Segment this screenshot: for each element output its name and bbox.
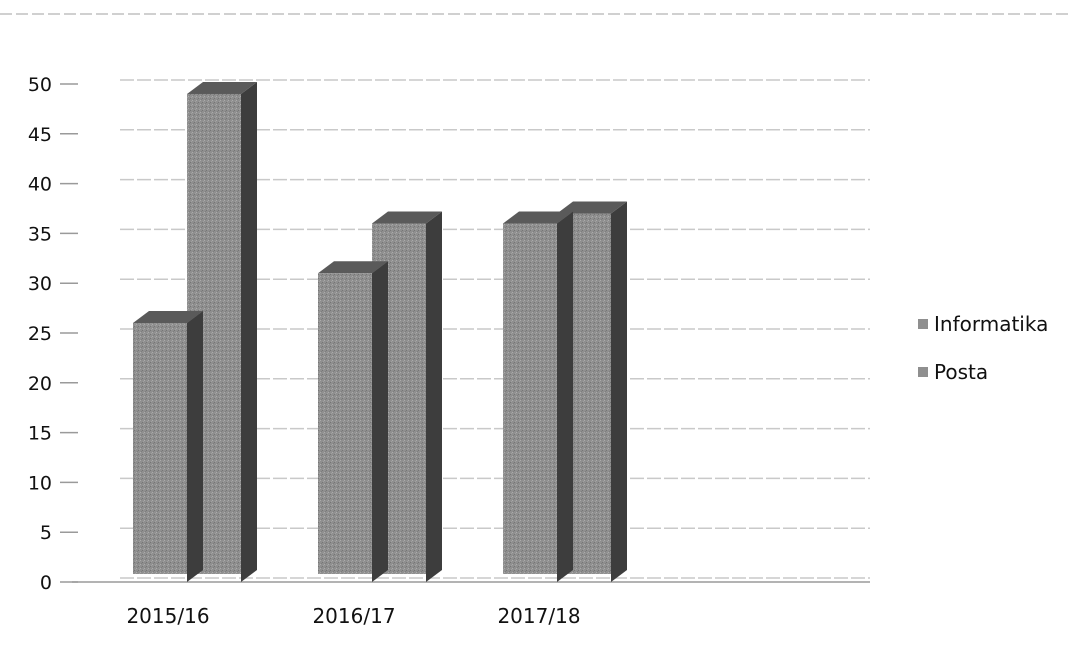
bar-informatika-2016-17 [318,261,388,582]
y-tick-label: 0 [40,572,52,594]
bar-top [557,201,627,214]
bar-side [241,81,257,583]
bar-side [611,201,627,583]
y-tick-label: 40 [28,174,52,196]
y-tick-label: 45 [28,124,52,146]
bar-texture [133,323,187,574]
bar-side [557,211,573,582]
bar-side [187,311,203,582]
bar-top [503,211,573,224]
y-tick-label: 5 [40,522,52,544]
y-axis: 0 5 10 15 20 25 30 35 40 45 50 [28,74,870,594]
bar-top [187,81,257,94]
legend-item-informatika: Informatika [918,300,1048,348]
bar-top [133,311,203,324]
legend-swatch-icon [918,319,928,329]
bar-top [372,211,442,224]
y-tick-label: 20 [28,373,52,395]
y-tick-label: 10 [28,472,52,494]
bars [133,81,627,583]
y-tick-label: 30 [28,273,52,295]
legend: Informatika Posta [918,300,1048,396]
x-category-label: 2015/16 [126,604,209,628]
bar-texture [503,223,557,574]
y-tick-label: 50 [28,74,52,96]
legend-item-posta: Posta [918,348,1048,396]
bar-texture [318,273,372,574]
bar-side [372,261,388,582]
legend-swatch-icon [918,367,928,377]
bar-top [318,261,388,274]
legend-label: Posta [934,360,989,384]
bar-side [426,211,442,582]
legend-label: Informatika [934,312,1049,336]
y-tick-label: 25 [28,323,52,345]
x-axis: 2015/16 2016/17 2017/18 [126,604,580,628]
bar-informatika-2017-18 [503,211,573,582]
x-category-label: 2017/18 [497,604,580,628]
y-tick-label: 15 [28,423,52,445]
x-category-label: 2016/17 [312,604,395,628]
bar-informatika-2015-16 [133,311,203,582]
y-tick-label: 35 [28,223,52,245]
